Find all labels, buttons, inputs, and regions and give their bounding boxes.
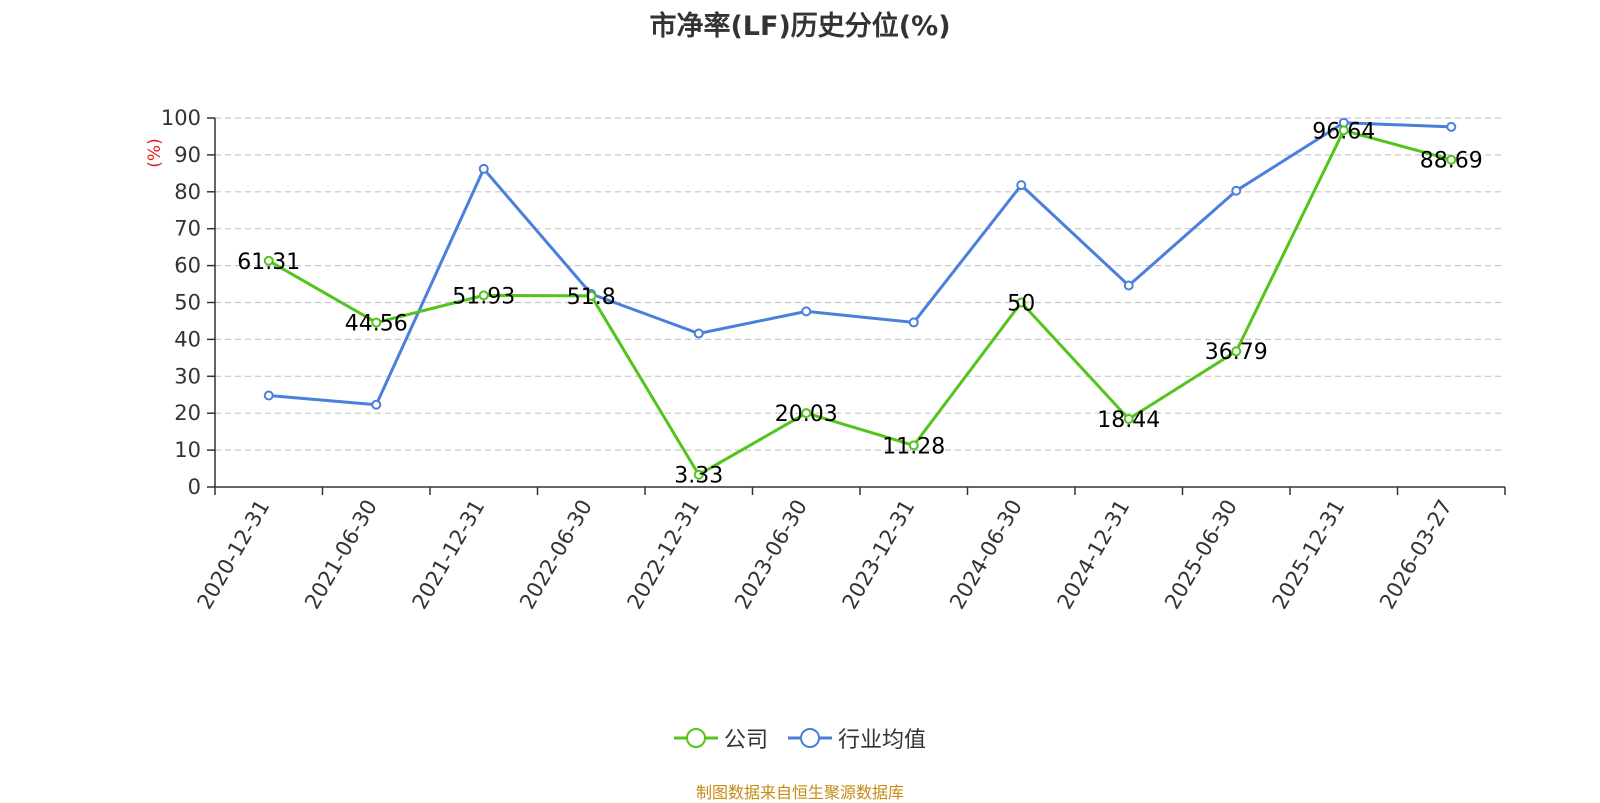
x-tick-label: 2020-12-31 xyxy=(193,496,275,614)
data-labels: 61.31 44.56 51.93 51.8 3.33 20.03 11.28 50 18.44… xyxy=(237,119,1482,488)
data-label: 50 xyxy=(1007,292,1035,317)
y-tick-label: 90 xyxy=(174,143,201,167)
series-0-point xyxy=(586,290,597,301)
y-axis-label: (%) xyxy=(145,138,165,167)
data-label: 20.03 xyxy=(775,402,838,427)
data-label: 61.31 xyxy=(237,250,300,275)
legend-item-company[interactable]: 公司 xyxy=(673,722,768,754)
series-1-point xyxy=(1123,280,1134,291)
y-tick-label: 10 xyxy=(174,438,201,462)
x-tick-label: 2025-12-31 xyxy=(1268,496,1350,614)
y-tick-label: 50 xyxy=(174,291,201,315)
legend-company-marker-icon xyxy=(673,728,718,748)
data-source-note: 制图数据来自恒生聚源数据库 xyxy=(695,783,904,802)
series-1-point xyxy=(478,163,489,174)
series-0-point xyxy=(801,408,812,419)
series-0-point xyxy=(908,440,919,451)
series-1-point xyxy=(693,328,704,339)
grid-lines xyxy=(215,117,1505,451)
x-tick-label: 2023-06-30 xyxy=(730,496,812,614)
axes: 0 10 20 30 40 50 60 70 80 90 100 (%) 2020-12-31 2021-… xyxy=(145,106,1506,614)
data-label: 36.79 xyxy=(1205,340,1268,365)
y-tick-label: 20 xyxy=(174,401,201,425)
series-1-point xyxy=(371,399,382,410)
data-label: 3.33 xyxy=(674,464,723,489)
series-1-point xyxy=(801,306,812,317)
data-label: 18.44 xyxy=(1097,408,1160,433)
series-1-point xyxy=(1016,180,1027,191)
series-0-point xyxy=(371,317,382,328)
data-label: 51.93 xyxy=(452,284,515,309)
series-1-point xyxy=(263,390,274,401)
x-tick-label: 2024-12-31 xyxy=(1053,496,1135,614)
legend-company-label: 公司 xyxy=(723,728,768,753)
y-tick-label: 80 xyxy=(174,180,201,204)
x-tick-label: 2022-12-31 xyxy=(623,496,705,614)
series-0-point xyxy=(1016,297,1027,308)
y-tick-label: 70 xyxy=(174,217,201,241)
data-label: 11.28 xyxy=(882,434,945,459)
x-tick-label: 2023-12-31 xyxy=(838,496,920,614)
series-0-point xyxy=(478,290,489,301)
data-label: 51.8 xyxy=(567,285,616,310)
legend-industry-label: 行业均值 xyxy=(838,728,927,753)
series-0-point xyxy=(1338,125,1349,136)
series-1-point xyxy=(1446,121,1457,132)
x-tick-label: 2025-06-30 xyxy=(1160,496,1242,614)
y-tick-label: 0 xyxy=(188,475,201,499)
series-1-point xyxy=(1231,185,1242,196)
data-label: 88.69 xyxy=(1420,149,1483,174)
series-0-point xyxy=(693,469,704,480)
x-tick-label: 2024-06-30 xyxy=(945,496,1027,614)
series-0-point xyxy=(1446,154,1457,165)
series-line-0 xyxy=(268,128,1452,477)
y-tick-label: 60 xyxy=(174,254,201,278)
series-1-point xyxy=(908,317,919,328)
series-0-point xyxy=(1231,346,1242,357)
data-label: 44.56 xyxy=(345,312,408,337)
y-tick-label: 30 xyxy=(174,364,201,388)
x-tick-label: 2021-06-30 xyxy=(300,496,382,614)
legend-item-industry[interactable]: 行业均值 xyxy=(788,722,926,754)
x-tick-label: 2026-03-27 xyxy=(1375,496,1457,614)
y-tick-label: 100 xyxy=(161,106,201,130)
legend: 公司 行业均值 xyxy=(0,722,1600,754)
x-tick-label: 2021-12-31 xyxy=(408,496,490,614)
data-label: 96.64 xyxy=(1312,119,1375,144)
y-tick-label: 40 xyxy=(174,327,201,351)
series xyxy=(263,117,1457,480)
x-tick-label: 2022-06-30 xyxy=(515,496,597,614)
legend-industry-marker-icon xyxy=(788,728,832,748)
series-0-point xyxy=(263,255,274,266)
series-line-1 xyxy=(268,121,1452,407)
chart-title: 市净率(LF)历史分位(%) xyxy=(649,11,951,42)
series-0-point xyxy=(1123,413,1134,424)
